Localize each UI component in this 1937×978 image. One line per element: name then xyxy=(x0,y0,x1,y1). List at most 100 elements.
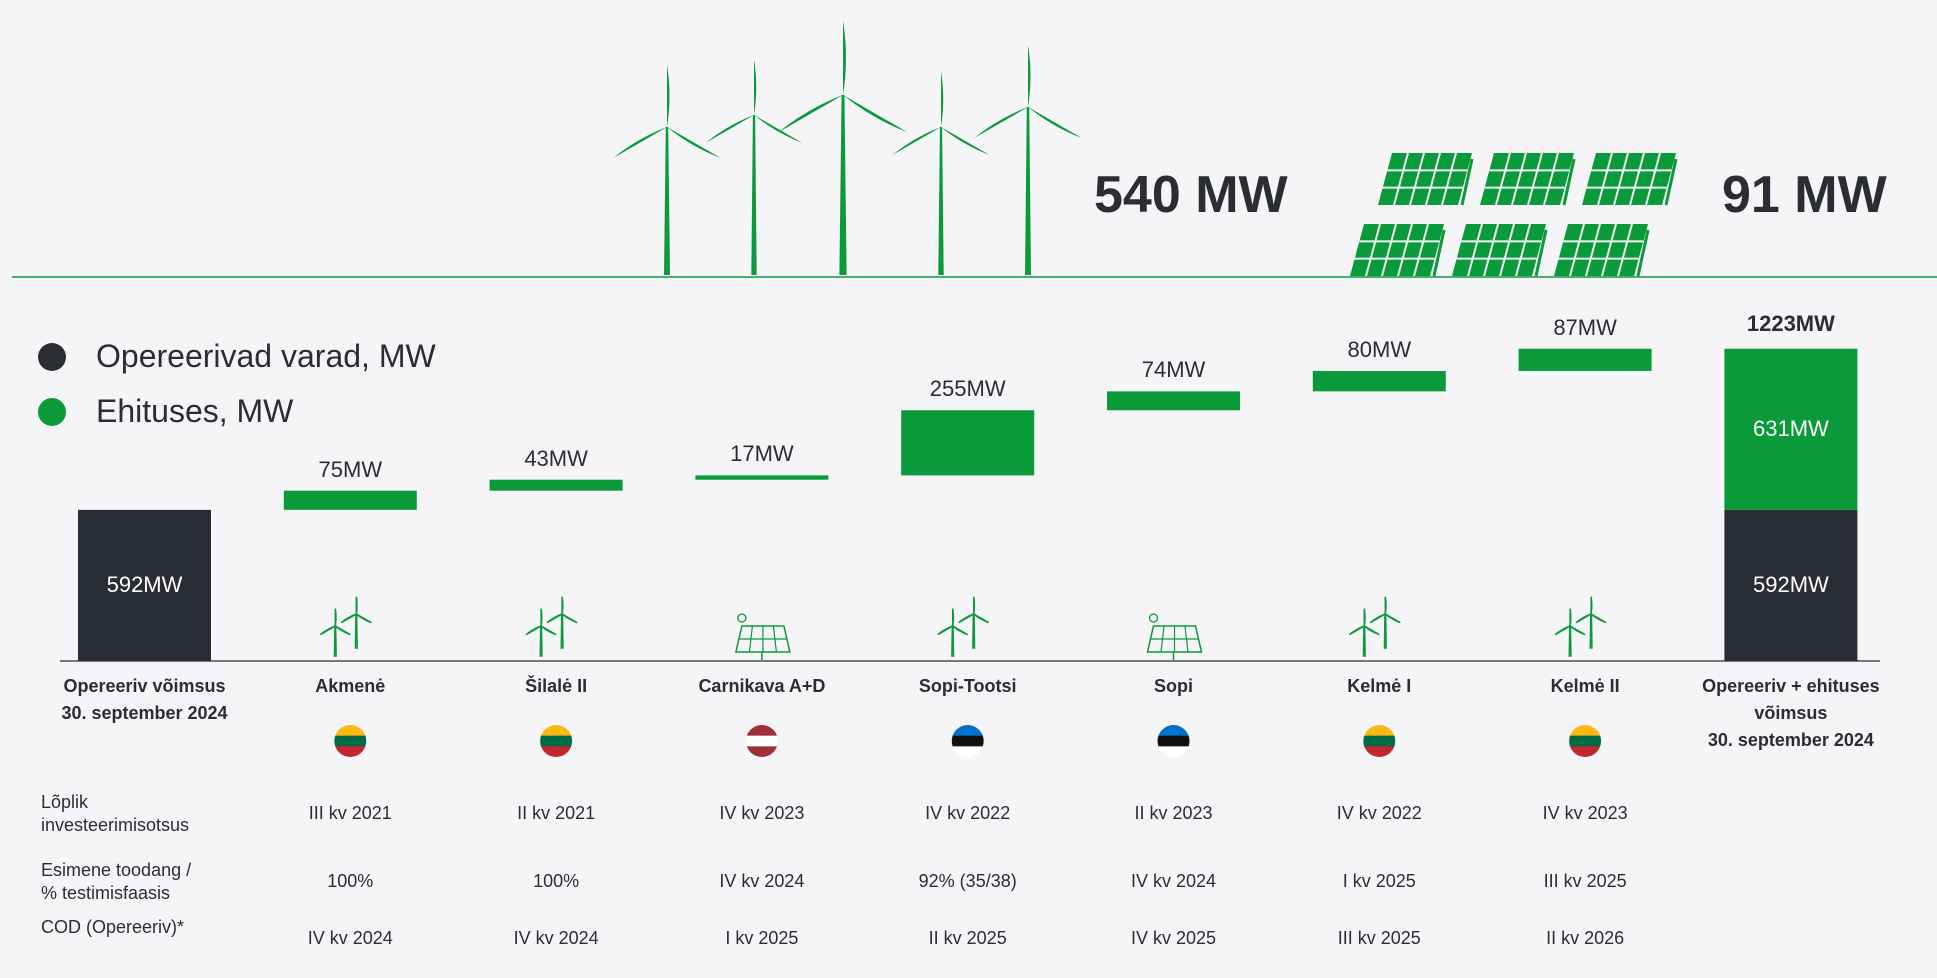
flag xyxy=(1158,725,1190,758)
table-cell: IV kv 2023 xyxy=(662,803,862,824)
wind-turbine-icon xyxy=(959,597,989,648)
flag xyxy=(540,725,572,758)
turbine-blade xyxy=(562,614,577,623)
bar xyxy=(490,480,623,491)
table-cell: III kv 2021 xyxy=(250,803,450,824)
flag-stripe xyxy=(746,746,778,757)
flag-stripe xyxy=(1158,746,1190,757)
turbine-blade xyxy=(1364,609,1365,626)
value-label: 17MW xyxy=(682,441,842,467)
solar-panel-icon xyxy=(1452,224,1546,276)
wind-turbine-icon xyxy=(938,609,968,656)
flag xyxy=(1363,725,1395,758)
turbine-blade xyxy=(547,614,562,623)
wind-turbine-icon xyxy=(1576,597,1606,648)
turbine-blade xyxy=(541,626,556,635)
table-cell: IV kv 2024 xyxy=(456,928,656,949)
legend-marker xyxy=(38,398,66,426)
value-label: 80MW xyxy=(1299,337,1459,363)
solar-icon xyxy=(736,614,790,660)
turbine-blade xyxy=(974,597,975,614)
flag-stripe xyxy=(334,746,366,757)
turbine-blade xyxy=(526,626,541,635)
wind-capacity: 540 MW xyxy=(1094,165,1288,225)
turbine-tower xyxy=(1384,614,1386,648)
value-label: 592MW xyxy=(1711,572,1871,598)
table-cell: IV kv 2024 xyxy=(662,871,862,892)
category-label: Opereeriv võimsus 30. september 2024 xyxy=(45,673,245,727)
turbine-blade xyxy=(1364,626,1379,635)
turbine-tower xyxy=(839,95,846,275)
table-cell: I kv 2025 xyxy=(662,928,862,949)
turbine-blade xyxy=(754,59,756,115)
table-cell: 100% xyxy=(250,871,450,892)
bar xyxy=(1107,391,1240,410)
turbine-tower xyxy=(664,127,670,275)
table-cell: II kv 2025 xyxy=(868,928,1068,949)
row-label: Esimene toodang / % testimisfaasis xyxy=(41,859,191,905)
table-cell: IV kv 2024 xyxy=(1074,871,1274,892)
flag-stripe xyxy=(1363,746,1395,757)
bar xyxy=(1519,349,1652,371)
category-label: Akmenė xyxy=(250,673,450,700)
turbine-blade xyxy=(341,614,356,623)
turbine-blade xyxy=(356,614,371,623)
flag xyxy=(952,725,984,758)
flag xyxy=(746,725,778,758)
panel xyxy=(1554,224,1648,276)
wind-turbine-icon xyxy=(1370,597,1400,648)
turbine-blade xyxy=(1385,614,1400,623)
panel xyxy=(1378,153,1472,205)
total-label: 1223MW xyxy=(1711,311,1871,337)
wind-turbine-icon xyxy=(893,71,990,275)
legend-label: Ehituses, MW xyxy=(96,393,293,430)
flag-stripe xyxy=(746,736,778,747)
flag-stripe xyxy=(1569,725,1601,736)
flag-stripe xyxy=(334,736,366,747)
flag-stripe xyxy=(1158,725,1190,736)
turbine-blade xyxy=(562,597,563,614)
turbine-blade xyxy=(953,626,968,635)
turbine-tower xyxy=(540,626,542,656)
value-label: 87MW xyxy=(1505,315,1665,341)
turbine-blade xyxy=(1349,626,1364,635)
turbine-tower xyxy=(952,626,954,656)
turbine-blade xyxy=(754,115,802,143)
turbine-blade xyxy=(667,127,721,158)
wind-turbine-icon xyxy=(706,59,803,275)
page: 540 MW 91 MW Opereerivad varad, MWEhitus… xyxy=(0,0,1937,978)
panel xyxy=(1350,224,1444,276)
turbine-blade xyxy=(1570,609,1571,626)
bar xyxy=(695,475,828,479)
flag-stripe xyxy=(1158,736,1190,747)
value-label: 592MW xyxy=(65,572,225,598)
turbine-blade xyxy=(1555,626,1570,635)
wind-turbine-icon xyxy=(974,45,1081,275)
solar-panel-icon xyxy=(1582,153,1676,205)
turbine-tower xyxy=(973,614,975,648)
turbine-tower xyxy=(1590,614,1592,648)
legend-marker xyxy=(38,343,66,371)
flag-stripe xyxy=(334,725,366,736)
solar-icon xyxy=(1148,614,1202,660)
solar-panel-icon xyxy=(1378,153,1472,205)
table-cell: IV kv 2023 xyxy=(1485,803,1685,824)
table-cell: II kv 2023 xyxy=(1074,803,1274,824)
turbine-blade xyxy=(974,614,989,623)
flag-stripe xyxy=(952,725,984,736)
turbine-tower xyxy=(938,127,943,275)
table-cell: III kv 2025 xyxy=(1485,871,1685,892)
table-cell: IV kv 2024 xyxy=(250,928,450,949)
turbine-blade xyxy=(706,115,754,143)
row-label: Lõplik investeerimisotsus xyxy=(41,791,189,837)
value-label: 75MW xyxy=(270,457,430,483)
turbine-blade xyxy=(1028,45,1031,107)
flag-stripe xyxy=(952,736,984,747)
turbine-blade xyxy=(1385,597,1386,614)
flag-stripe xyxy=(1363,736,1395,747)
turbine-blade xyxy=(959,614,974,623)
turbine-tower xyxy=(1025,107,1031,275)
flag-stripe xyxy=(540,736,572,747)
wind-turbine-icon xyxy=(526,609,556,656)
table-cell: IV kv 2025 xyxy=(1074,928,1274,949)
